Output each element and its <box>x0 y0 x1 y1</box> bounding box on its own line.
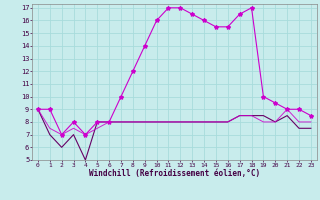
X-axis label: Windchill (Refroidissement éolien,°C): Windchill (Refroidissement éolien,°C) <box>89 169 260 178</box>
